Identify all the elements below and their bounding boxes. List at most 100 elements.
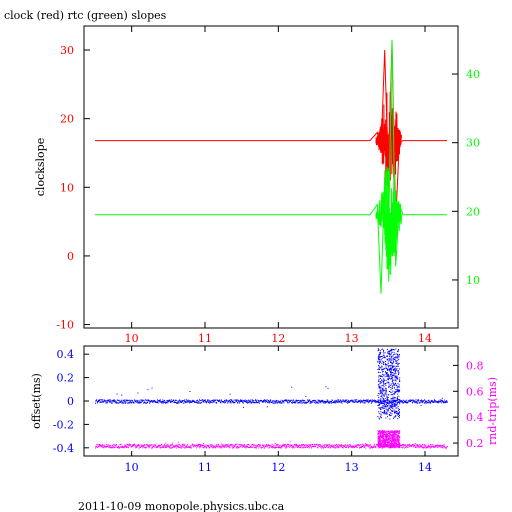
data-point <box>389 442 391 444</box>
data-point <box>417 445 419 447</box>
data-point <box>398 390 400 392</box>
data-point <box>189 391 191 392</box>
data-point <box>248 402 250 404</box>
data-point <box>379 353 381 355</box>
data-point <box>424 402 426 404</box>
data-point <box>373 445 375 447</box>
data-point <box>239 401 241 403</box>
data-point <box>443 446 445 448</box>
data-point <box>361 401 362 403</box>
right-tick-label: 0.2 <box>466 437 484 450</box>
data-point <box>269 447 271 449</box>
data-point <box>309 444 311 446</box>
data-point <box>255 445 257 447</box>
data-point <box>398 443 400 445</box>
data-point <box>137 401 139 403</box>
data-point <box>177 444 179 446</box>
data-point <box>385 384 387 386</box>
data-point <box>385 437 387 439</box>
data-point <box>146 402 148 404</box>
data-point <box>175 402 177 404</box>
data-point <box>380 411 382 413</box>
data-point <box>384 407 386 409</box>
data-point <box>168 444 170 446</box>
data-point <box>245 445 247 447</box>
data-point <box>235 447 237 449</box>
data-point <box>296 399 298 401</box>
data-point <box>389 353 391 354</box>
data-point <box>301 402 303 404</box>
data-point <box>283 444 285 446</box>
data-point <box>378 367 380 369</box>
data-point <box>397 438 399 440</box>
data-point <box>352 401 354 403</box>
data-point <box>391 355 393 357</box>
data-point <box>380 431 382 433</box>
data-point <box>394 430 396 432</box>
data-point <box>386 355 387 357</box>
data-point <box>355 446 356 447</box>
data-point <box>125 446 127 448</box>
data-point <box>352 447 354 449</box>
data-point <box>386 372 388 374</box>
data-point <box>389 439 391 441</box>
data-point <box>389 359 391 360</box>
data-point <box>137 400 139 402</box>
data-point <box>393 432 395 434</box>
data-point <box>377 434 379 435</box>
data-point <box>380 367 382 369</box>
data-point <box>377 444 379 446</box>
data-point <box>436 446 438 448</box>
data-point <box>383 362 384 364</box>
data-point <box>315 446 317 448</box>
data-point <box>431 400 433 402</box>
data-point <box>196 401 197 403</box>
data-point <box>194 444 196 446</box>
data-point <box>360 402 361 404</box>
data-point <box>381 385 383 387</box>
data-point <box>247 447 249 448</box>
data-point <box>392 377 393 379</box>
data-point <box>314 443 316 445</box>
data-point <box>324 444 325 446</box>
data-point <box>367 400 369 402</box>
data-point <box>323 401 324 403</box>
data-point <box>399 402 401 404</box>
data-point <box>394 412 396 413</box>
data-point <box>380 392 382 394</box>
data-point <box>275 399 277 401</box>
data-point <box>349 445 351 447</box>
data-point <box>187 400 189 402</box>
data-point <box>387 353 389 354</box>
data-point <box>110 401 112 403</box>
right-tick-label: 20 <box>466 205 480 218</box>
data-point <box>126 402 128 404</box>
data-point <box>210 402 212 403</box>
data-point <box>379 434 381 436</box>
data-point <box>388 403 390 404</box>
data-point <box>200 444 201 446</box>
data-point <box>397 390 399 392</box>
data-point <box>391 444 393 446</box>
data-point <box>373 443 375 445</box>
data-point <box>335 401 337 403</box>
data-point <box>281 446 283 448</box>
data-point <box>189 402 191 404</box>
data-point <box>379 438 381 440</box>
data-point <box>388 382 390 384</box>
data-point <box>393 436 395 438</box>
data-point <box>398 395 400 397</box>
data-point <box>226 444 228 446</box>
data-point <box>243 445 245 447</box>
data-point <box>106 400 108 402</box>
data-point <box>280 446 282 448</box>
data-point <box>381 435 383 437</box>
data-point <box>297 402 299 404</box>
data-point <box>383 383 385 385</box>
data-point <box>121 394 123 396</box>
data-point <box>390 397 392 399</box>
data-point <box>395 356 397 358</box>
data-point <box>386 398 388 400</box>
data-point <box>206 446 208 448</box>
data-point <box>296 400 297 402</box>
